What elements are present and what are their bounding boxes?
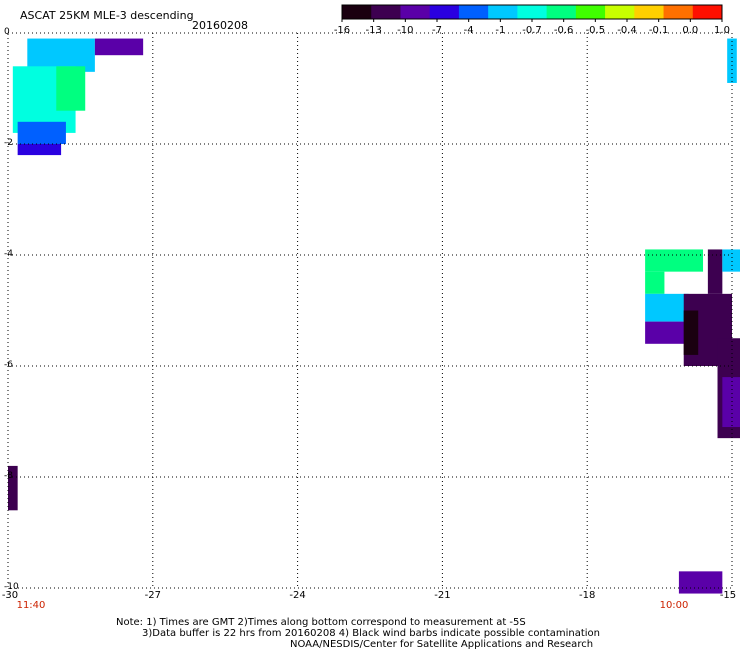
colorbar-tick-label: -0.7: [522, 25, 542, 36]
product-title: ASCAT 25KM MLE-3 descending: [20, 9, 194, 22]
colorbar-tick-label: -0.1: [648, 25, 669, 36]
data-cell: [56, 66, 86, 111]
time-label: 10:00: [659, 600, 689, 611]
colorbar-tick-label: -0.6: [553, 25, 574, 36]
longitude-label: -30: [1, 590, 19, 601]
colorbar-tick-label: -13: [365, 25, 382, 36]
note-line-1: Note: 1) Times are GMT 2)Times along bot…: [116, 617, 526, 628]
colorbar-tick-label: 0.0: [682, 25, 699, 36]
data-cell: [17, 144, 62, 156]
longitude-label: -18: [579, 590, 596, 601]
colorbar-tick-label: -0.4: [617, 25, 637, 36]
data-cell: [645, 293, 689, 322]
latitude-label: 0: [4, 27, 10, 37]
data-cell: [683, 310, 699, 355]
latitude-label: -8: [4, 471, 13, 481]
data-cell: [722, 377, 740, 428]
longitude-label: -27: [144, 590, 161, 601]
time-label: 11:40: [16, 600, 46, 611]
colorbar-segment: [575, 5, 606, 19]
data-cell: [678, 571, 723, 594]
lat-lon-grid: [7, 32, 733, 589]
latitude-label: -6: [4, 360, 13, 370]
data-cell: [645, 249, 704, 272]
colorbar-segment: [692, 5, 723, 19]
colorbar-tick-label: -7: [432, 25, 442, 36]
colorbar-segment: [634, 5, 665, 19]
colorbar-segment: [429, 5, 460, 19]
data-cell: [8, 465, 18, 511]
colorbar-tick-label: -1: [495, 25, 506, 36]
data-cell: [645, 271, 665, 294]
colorbar-tick-label: -10: [397, 25, 414, 36]
data-cell: [645, 321, 689, 344]
colorbar: [341, 4, 723, 22]
note-line-2: 3)Data buffer is 22 hrs from 20160208 4)…: [142, 628, 600, 639]
map-frame: [7, 32, 733, 589]
colorbar-tick-label: -4: [463, 25, 474, 36]
latitude-label: -4: [4, 249, 13, 259]
data-cell: [727, 38, 737, 83]
colorbar-segment: [458, 5, 489, 19]
colorbar-segment: [605, 5, 635, 19]
colorbar-segment: [517, 5, 548, 19]
colorbar-tick-label: 1.0: [714, 25, 730, 36]
data-cell: [707, 249, 723, 294]
colorbar-segment: [488, 5, 518, 19]
colorbar-tick-label: -0.5: [585, 25, 606, 36]
product-date: 20160208: [192, 19, 248, 32]
longitude-label: -24: [289, 590, 306, 601]
data-cell: [27, 38, 95, 72]
latitude-label: -10: [4, 582, 19, 592]
data-cells: [8, 38, 740, 594]
note-line-3: NOAA/NESDIS/Center for Satellite Applica…: [290, 639, 594, 650]
data-cell: [722, 249, 740, 272]
colorbar-segment: [663, 5, 694, 19]
colorbar-segment: [546, 5, 577, 19]
data-cell: [94, 38, 144, 56]
colorbar-tick-label: -16: [333, 25, 351, 36]
colorbar-segment: [342, 5, 372, 19]
longitude-label: -21: [434, 590, 451, 601]
data-cell: [17, 121, 66, 144]
colorbar-segment: [371, 5, 401, 19]
latitude-label: -2: [4, 138, 13, 148]
colorbar-segment: [400, 5, 431, 19]
longitude-label: -15: [719, 590, 737, 601]
